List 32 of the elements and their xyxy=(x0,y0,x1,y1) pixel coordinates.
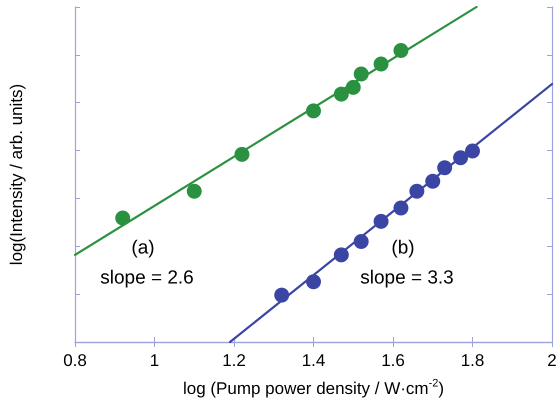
point xyxy=(354,234,369,249)
point xyxy=(393,200,408,216)
x-tick-label: 0.8 xyxy=(63,351,87,370)
annotation: slope = 3.3 xyxy=(360,268,454,288)
annotation: (a) xyxy=(131,238,155,258)
point xyxy=(186,184,202,199)
point xyxy=(453,150,468,166)
x-tick-label: 1 xyxy=(150,351,160,370)
x-tick-label: 1.6 xyxy=(381,351,405,370)
point xyxy=(115,210,130,226)
point xyxy=(374,56,389,72)
x-tick-label: 1.2 xyxy=(222,351,246,370)
point xyxy=(334,247,349,262)
x-tick-label: 2 xyxy=(547,351,557,370)
point xyxy=(465,144,480,159)
point xyxy=(374,214,389,229)
point xyxy=(425,174,440,189)
annotation: (b) xyxy=(391,238,415,258)
point xyxy=(274,288,290,303)
point xyxy=(306,274,321,290)
point xyxy=(234,146,250,162)
point xyxy=(306,103,321,118)
y-axis-title: log(Intensity / arb. units) xyxy=(7,84,26,266)
point xyxy=(334,86,349,102)
point xyxy=(346,80,361,95)
point xyxy=(354,66,369,82)
x-tick-label: 1.4 xyxy=(302,351,326,370)
annotation: slope = 2.6 xyxy=(100,268,194,288)
point xyxy=(409,184,424,199)
point xyxy=(393,43,408,58)
x-tick-label: 1.8 xyxy=(460,351,484,370)
point xyxy=(437,160,452,176)
